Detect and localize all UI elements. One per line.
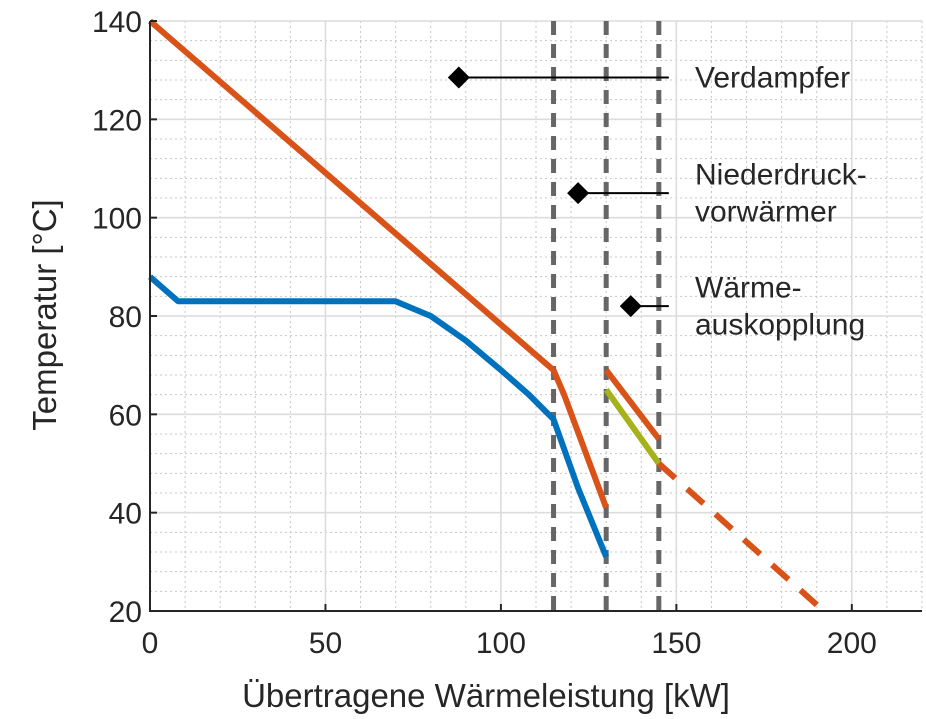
series-hot-main — [148, 18, 556, 373]
y-axis-label: Temperatur [°C] — [26, 199, 63, 430]
annotation-diamond-marker — [447, 66, 470, 89]
series-hot-ndv — [550, 368, 610, 509]
x-tick-label: 200 — [827, 627, 877, 660]
y-tick-label: 120 — [92, 104, 142, 137]
series-group — [148, 18, 826, 614]
annotation-diamond-marker — [567, 182, 590, 205]
y-tick-label: 20 — [109, 596, 142, 629]
y-tick-label: 140 — [92, 6, 142, 39]
series-cold-main — [148, 274, 609, 559]
x-tick-label: 0 — [142, 627, 159, 660]
series-green-wa — [603, 388, 662, 466]
axes-group — [149, 20, 922, 612]
annotation-label: auskopplung — [695, 309, 865, 342]
annotation-label: Wärme- — [695, 272, 802, 305]
x-tick-label: 100 — [476, 627, 526, 660]
x-tick-label: 150 — [651, 627, 701, 660]
annotation-label: Verdampfer — [695, 62, 850, 95]
annotation-label: Niederdruck- — [695, 159, 867, 192]
series-hot-dashed — [656, 461, 826, 614]
annotation-label: vorwärmer — [695, 196, 837, 229]
y-tick-label: 100 — [92, 203, 142, 236]
series-hot-wa — [603, 368, 662, 441]
annotation-diamond-marker — [619, 295, 642, 318]
vertical-dashed-lines — [551, 21, 662, 611]
x-axis-label: Übertragene Wärmeleistung [kW] — [242, 677, 730, 714]
y-tick-label: 80 — [109, 301, 142, 334]
y-tick-label: 40 — [109, 498, 142, 531]
annotations-group: Verdampfer Niederdruck-vorwärmer Wärme-aus… — [447, 62, 867, 342]
x-tick-label: 50 — [309, 627, 342, 660]
y-tick-label: 60 — [109, 399, 142, 432]
tick-labels-group: 0 50 100 150 200 20 40 60 80 100 120 140 — [92, 6, 877, 660]
